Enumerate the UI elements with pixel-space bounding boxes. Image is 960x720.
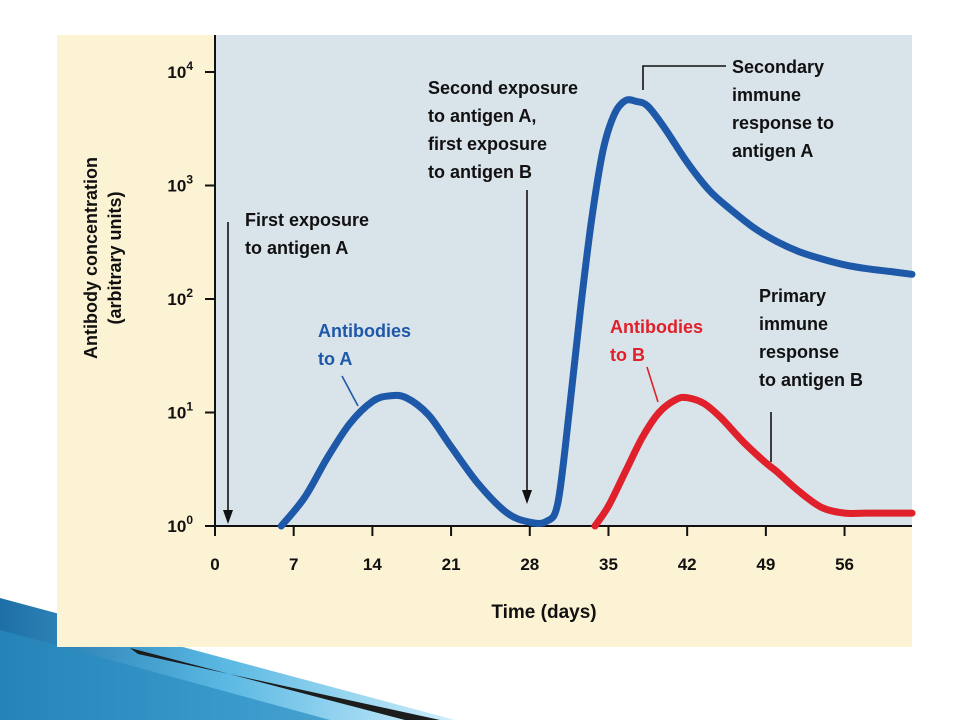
label-b-leader xyxy=(646,366,659,403)
secondary-response-leader xyxy=(642,65,726,90)
x-tick-label: 35 xyxy=(599,555,618,574)
second-exposure-line4: to antigen B xyxy=(428,162,532,182)
second-exposure-line2: to antigen A, xyxy=(428,106,536,126)
second-exposure-arrowhead xyxy=(522,490,532,504)
first-exposure-line1: First exposure xyxy=(245,210,369,230)
x-tick-label: 21 xyxy=(442,555,461,574)
secondary-response-line1: Secondary xyxy=(732,57,824,77)
primary-response-line3: response xyxy=(759,342,839,362)
x-axis-label: Time (days) xyxy=(491,602,596,623)
second-exposure-annotation: Second exposure to antigen A, first expo… xyxy=(428,78,578,182)
x-tick-label: 0 xyxy=(210,555,219,574)
x-tick-label: 42 xyxy=(678,555,697,574)
x-tick-label: 28 xyxy=(520,555,539,574)
series-b-label: Antibodies to B xyxy=(610,317,703,365)
series-b-label-line1: Antibodies xyxy=(610,317,703,337)
x-tick-label: 14 xyxy=(363,555,382,574)
y-axis-label-line1: Antibody concentration xyxy=(81,157,101,359)
first-exposure-annotation: First exposure to antigen A xyxy=(245,210,369,258)
series-a-label-line1: Antibodies xyxy=(318,321,411,341)
label-a-leader xyxy=(341,375,359,407)
secondary-response-annotation: Secondary immune response to antigen A xyxy=(732,57,834,161)
second-exposure-line3: first exposure xyxy=(428,134,547,154)
primary-response-annotation: Primary immune response to antigen B xyxy=(759,286,863,390)
y-axis-label-line2: (arbitrary units) xyxy=(105,191,125,324)
first-exposure-arrowhead xyxy=(223,510,233,524)
secondary-response-line3: response to xyxy=(732,113,834,133)
series-a-label-line2: to A xyxy=(318,349,352,369)
x-tick-label: 49 xyxy=(756,555,775,574)
series-a-line xyxy=(277,96,916,530)
y-tick-label: 100 xyxy=(167,513,193,536)
y-tick-label: 103 xyxy=(167,173,193,196)
secondary-response-line2: immune xyxy=(732,85,801,105)
series-b-label-line2: to B xyxy=(610,345,645,365)
primary-response-line1: Primary xyxy=(759,286,826,306)
y-tick-label: 104 xyxy=(167,59,193,82)
primary-response-line4: to antigen B xyxy=(759,370,863,390)
x-tick-label: 7 xyxy=(289,555,298,574)
series-a-label: Antibodies to A xyxy=(318,321,411,369)
secondary-response-line4: antigen A xyxy=(732,141,813,161)
first-exposure-line2: to antigen A xyxy=(245,238,348,258)
second-exposure-line1: Second exposure xyxy=(428,78,578,98)
y-tick-label: 101 xyxy=(167,400,193,423)
primary-response-line2: immune xyxy=(759,314,828,334)
y-tick-label: 102 xyxy=(167,286,193,309)
series-b-line xyxy=(591,393,916,530)
x-tick-label: 56 xyxy=(835,555,854,574)
